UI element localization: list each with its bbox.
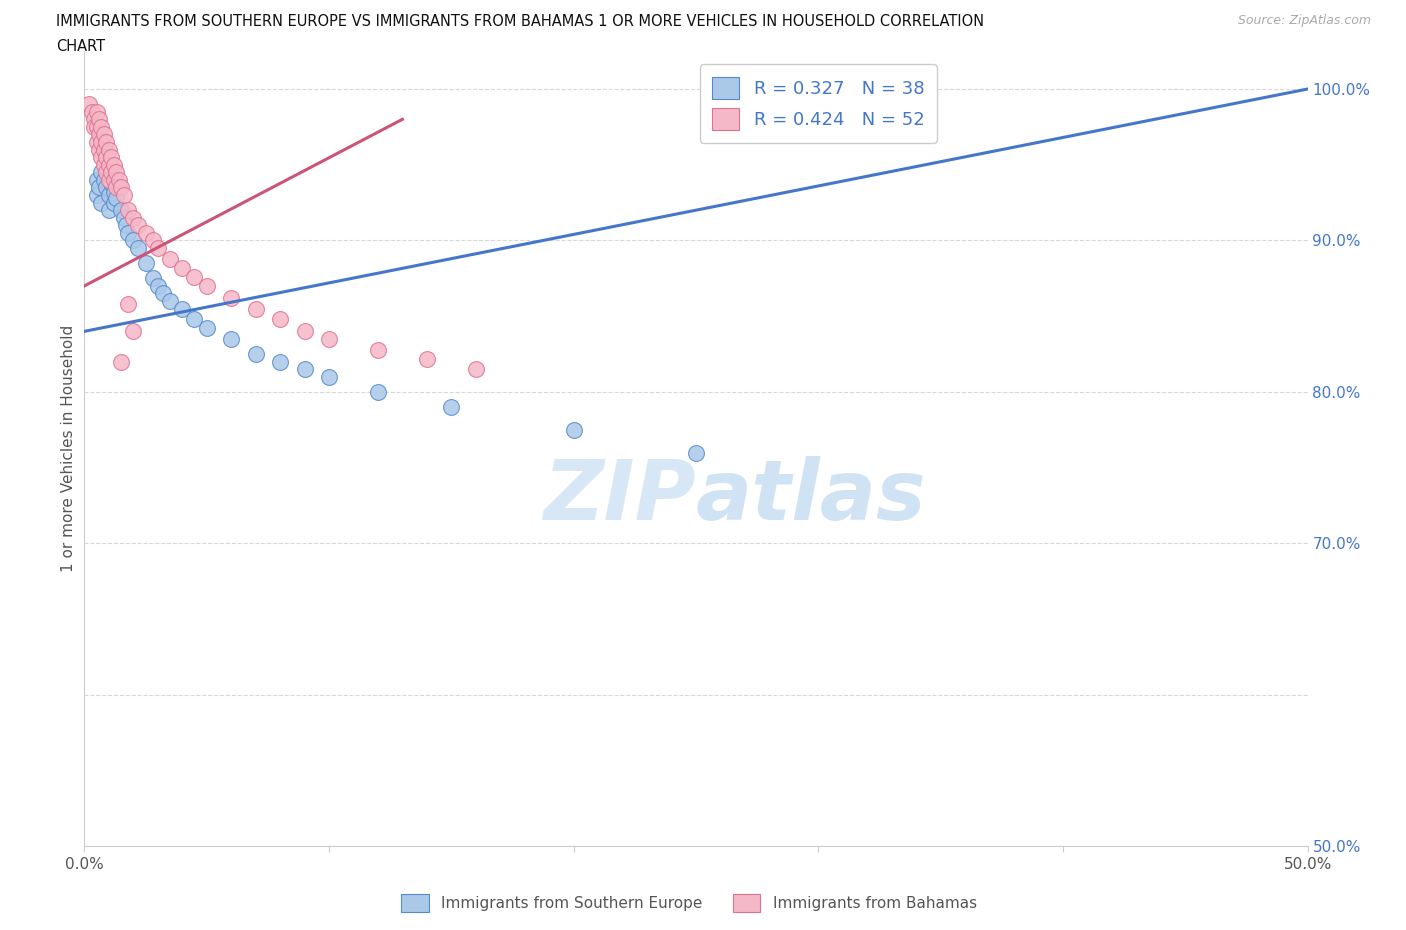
Point bbox=[107, 180, 129, 195]
Point bbox=[318, 331, 340, 346]
Text: CHART: CHART bbox=[56, 39, 105, 54]
Y-axis label: 1 or more Vehicles in Household: 1 or more Vehicles in Household bbox=[60, 326, 76, 572]
Point bbox=[112, 210, 135, 225]
Point bbox=[183, 270, 205, 285]
Point bbox=[105, 191, 128, 206]
Point bbox=[80, 104, 103, 119]
Point bbox=[90, 135, 112, 150]
Legend: R = 0.327   N = 38, R = 0.424   N = 52: R = 0.327 N = 38, R = 0.424 N = 52 bbox=[700, 64, 936, 142]
Point bbox=[159, 294, 181, 309]
Point bbox=[83, 119, 105, 134]
Point bbox=[135, 225, 157, 240]
Point bbox=[245, 347, 267, 362]
Point bbox=[87, 142, 110, 157]
Point bbox=[146, 278, 169, 293]
Point bbox=[93, 157, 115, 172]
Point bbox=[115, 218, 138, 232]
Point bbox=[100, 150, 122, 165]
Point bbox=[105, 180, 128, 195]
Point bbox=[127, 241, 149, 256]
Text: IMMIGRANTS FROM SOUTHERN EUROPE VS IMMIGRANTS FROM BAHAMAS 1 OR MORE VEHICLES IN: IMMIGRANTS FROM SOUTHERN EUROPE VS IMMIG… bbox=[56, 14, 984, 29]
Point bbox=[172, 301, 194, 316]
Point bbox=[96, 180, 118, 195]
Point bbox=[110, 203, 132, 218]
Point bbox=[97, 157, 120, 172]
Point bbox=[195, 278, 218, 293]
Point bbox=[112, 188, 135, 203]
Point bbox=[97, 142, 120, 157]
Point bbox=[93, 127, 115, 142]
Point bbox=[110, 354, 132, 369]
Point bbox=[90, 150, 112, 165]
Point bbox=[142, 233, 165, 248]
Point bbox=[103, 172, 125, 187]
Point bbox=[86, 188, 108, 203]
Point bbox=[83, 112, 105, 126]
Point bbox=[107, 172, 129, 187]
Point bbox=[96, 165, 118, 179]
Point bbox=[97, 165, 120, 179]
Point bbox=[117, 225, 139, 240]
Point bbox=[87, 112, 110, 126]
Point bbox=[90, 165, 112, 179]
Point bbox=[440, 400, 463, 415]
Point bbox=[135, 256, 157, 271]
Point bbox=[245, 301, 267, 316]
Point bbox=[146, 241, 169, 256]
Point bbox=[127, 218, 149, 232]
Point bbox=[86, 104, 108, 119]
Point bbox=[87, 180, 110, 195]
Point bbox=[464, 362, 486, 377]
Point bbox=[195, 321, 218, 336]
Point bbox=[269, 312, 291, 326]
Point bbox=[96, 150, 118, 165]
Point bbox=[103, 157, 125, 172]
Text: atlas: atlas bbox=[696, 456, 927, 537]
Point bbox=[183, 312, 205, 326]
Point bbox=[86, 119, 108, 134]
Point bbox=[122, 233, 145, 248]
Point bbox=[269, 354, 291, 369]
Point bbox=[100, 165, 122, 179]
Point bbox=[117, 297, 139, 312]
Point bbox=[97, 188, 120, 203]
Point bbox=[122, 324, 145, 339]
Point bbox=[219, 331, 242, 346]
Point bbox=[685, 445, 707, 460]
Point bbox=[416, 352, 439, 366]
Legend: Immigrants from Southern Europe, Immigrants from Bahamas: Immigrants from Southern Europe, Immigra… bbox=[395, 888, 983, 918]
Point bbox=[159, 251, 181, 266]
Point bbox=[100, 176, 122, 191]
Text: Source: ZipAtlas.com: Source: ZipAtlas.com bbox=[1237, 14, 1371, 27]
Point bbox=[367, 342, 389, 357]
Point bbox=[562, 422, 585, 437]
Point bbox=[294, 362, 316, 377]
Point bbox=[294, 324, 316, 339]
Point bbox=[142, 271, 165, 286]
Point bbox=[103, 184, 125, 199]
Point bbox=[103, 195, 125, 210]
Point bbox=[96, 135, 118, 150]
Point bbox=[110, 180, 132, 195]
Point bbox=[105, 165, 128, 179]
Point bbox=[172, 260, 194, 275]
Point bbox=[77, 97, 100, 112]
Text: ZIP: ZIP bbox=[543, 456, 696, 537]
Point bbox=[152, 286, 174, 301]
Point bbox=[93, 142, 115, 157]
Point bbox=[219, 290, 242, 305]
Point bbox=[86, 135, 108, 150]
Point bbox=[97, 172, 120, 187]
Point bbox=[90, 119, 112, 134]
Point bbox=[87, 127, 110, 142]
Point bbox=[90, 195, 112, 210]
Point bbox=[93, 172, 115, 187]
Point bbox=[122, 210, 145, 225]
Point bbox=[86, 172, 108, 187]
Point bbox=[318, 369, 340, 384]
Point bbox=[117, 203, 139, 218]
Point bbox=[97, 203, 120, 218]
Point bbox=[367, 384, 389, 399]
